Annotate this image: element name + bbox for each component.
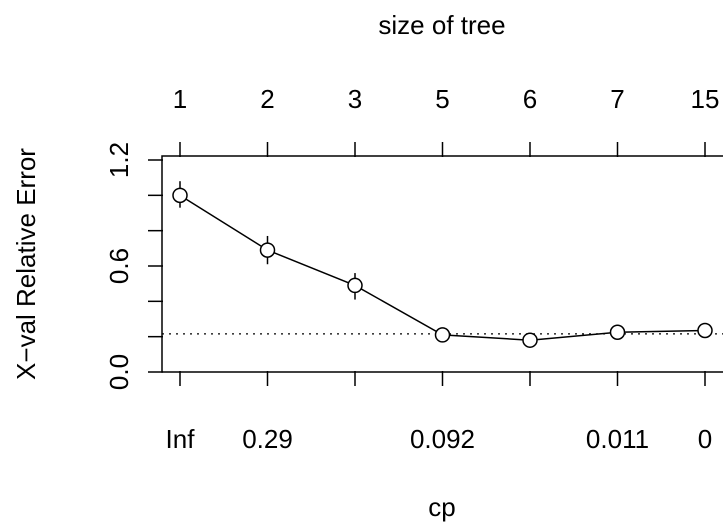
y-tick-label: 0.6 <box>104 248 134 284</box>
data-point <box>522 332 538 348</box>
series-group <box>172 181 713 348</box>
bottom-tick-label: 0.092 <box>410 424 475 454</box>
plot-frame <box>161 155 723 373</box>
top-axis: 1 2 3 5 6 7 15 <box>173 84 720 157</box>
data-point <box>172 187 188 204</box>
top-tick-label: 5 <box>435 84 449 114</box>
data-point <box>697 322 713 339</box>
y-axis-title: X−val Relative Error <box>11 148 41 380</box>
top-tick-label: 15 <box>691 84 720 114</box>
bottom-tick-label: Inf <box>166 424 196 454</box>
top-tick-label: 2 <box>260 84 274 114</box>
top-tick-label: 3 <box>348 84 362 114</box>
top-tick-label: 6 <box>523 84 537 114</box>
x-axis-title: cp <box>428 492 455 522</box>
y-tick-label: 0.0 <box>104 354 134 390</box>
top-tick-label: 7 <box>610 84 624 114</box>
y-axis: 0.0 0.6 1.2 <box>104 142 163 390</box>
data-point <box>434 327 451 343</box>
bottom-tick-label: 0.011 <box>586 424 649 454</box>
data-point <box>259 242 276 258</box>
series-line <box>179 194 706 341</box>
bottom-tick-label: 0 <box>698 424 712 454</box>
data-point <box>609 324 626 340</box>
top-axis-title: size of tree <box>378 10 505 40</box>
data-point <box>347 277 363 294</box>
bottom-tick-label: 0.29 <box>242 424 293 454</box>
y-tick-label: 1.2 <box>104 142 134 178</box>
bottom-axis: Inf 0.29 0.092 0.011 0 <box>166 371 712 454</box>
top-tick-label: 1 <box>173 84 187 114</box>
